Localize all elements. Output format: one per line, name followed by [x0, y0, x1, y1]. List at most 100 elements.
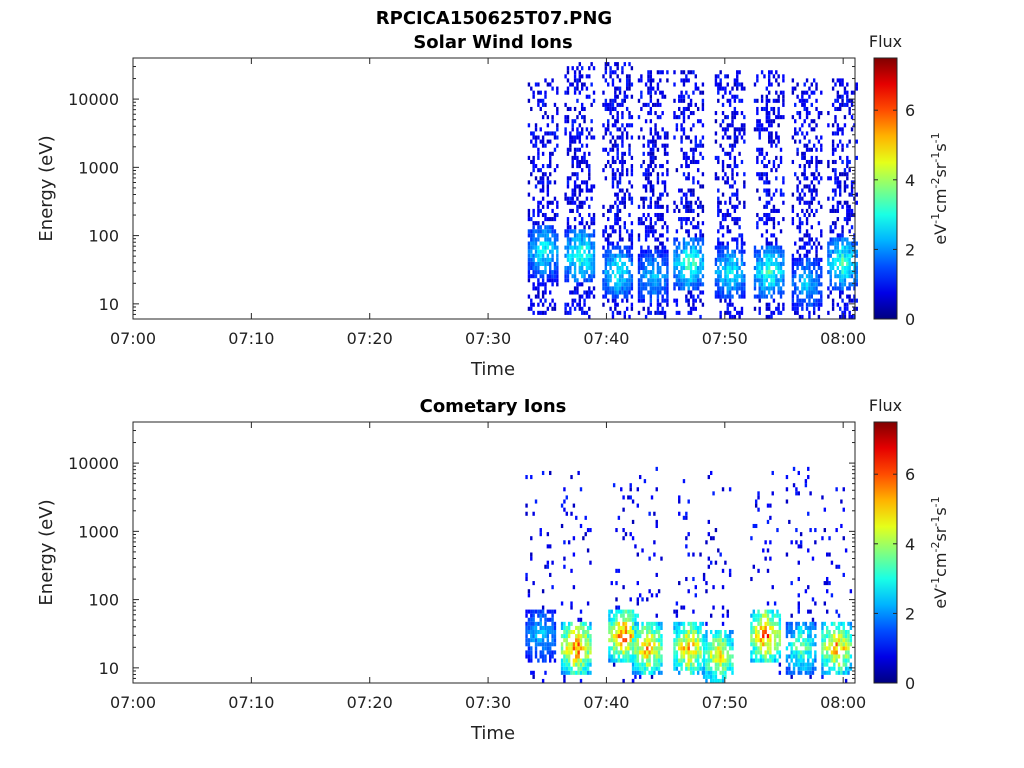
flux-cell	[733, 208, 737, 213]
flux-cell	[580, 306, 584, 311]
flux-cell	[726, 115, 729, 120]
flux-cell	[687, 265, 690, 271]
flux-cell	[615, 617, 618, 622]
flux-cell	[549, 261, 552, 266]
flux-cell	[842, 654, 845, 659]
flux-cell	[843, 90, 847, 95]
flux-cell	[590, 221, 593, 226]
flux-cell	[585, 294, 589, 299]
flux-cell	[541, 176, 545, 181]
flux-cell	[840, 642, 843, 647]
flux-cell	[809, 625, 812, 630]
flux-cell	[682, 650, 686, 655]
flux-cell	[607, 233, 610, 238]
flux-cell	[785, 552, 789, 557]
flux-cell	[578, 229, 582, 234]
flux-cell	[740, 282, 744, 287]
flux-cell	[740, 233, 744, 238]
flux-cell	[641, 662, 644, 667]
flux-cell	[608, 629, 611, 635]
flux-cell	[842, 621, 845, 626]
flux-cell	[702, 576, 706, 582]
flux-cell	[578, 253, 582, 258]
flux-cell	[726, 135, 729, 140]
flux-cell	[801, 155, 804, 160]
flux-cell	[842, 572, 845, 577]
flux-cell	[611, 135, 615, 140]
flux-cell	[571, 119, 574, 124]
flux-cell	[687, 638, 690, 643]
flux-cell	[622, 654, 625, 659]
flux-cell	[752, 650, 755, 655]
flux-cell	[689, 237, 693, 242]
flux-cell	[621, 115, 624, 120]
flux-cell	[657, 654, 661, 659]
flux-cell	[687, 102, 690, 107]
flux-cell	[717, 249, 720, 254]
flux-cell	[537, 613, 540, 618]
flux-cell	[551, 208, 554, 213]
flux-cell	[790, 540, 793, 545]
flux-cell	[834, 286, 837, 291]
flux-cell	[553, 270, 557, 275]
flux-cell	[629, 642, 632, 647]
flux-cell	[808, 314, 811, 319]
flux-cell	[640, 127, 643, 132]
flux-cell	[685, 106, 688, 112]
flux-cell	[810, 147, 813, 152]
flux-cell	[611, 70, 615, 75]
flux-cell	[763, 155, 766, 160]
flux-cell	[575, 662, 578, 667]
flux-cell	[839, 314, 842, 319]
flux-cell	[837, 670, 841, 675]
flux-cell	[776, 613, 779, 618]
x-tick-label: 07:10	[228, 329, 274, 348]
flux-cell	[802, 662, 805, 667]
flux-cell	[692, 188, 695, 193]
flux-cell	[678, 658, 681, 663]
flux-cell	[611, 176, 615, 181]
flux-cell	[850, 188, 854, 193]
flux-cell	[849, 625, 853, 630]
flux-cell	[612, 650, 616, 655]
flux-cell	[714, 638, 718, 643]
flux-cell	[752, 609, 755, 614]
flux-cell	[785, 487, 789, 492]
flux-cell	[614, 94, 617, 99]
flux-cell	[797, 634, 800, 639]
flux-cell	[525, 654, 528, 659]
flux-cell	[840, 646, 843, 651]
flux-cell	[556, 127, 559, 132]
flux-cell	[537, 82, 540, 87]
flux-cell	[625, 278, 629, 283]
flux-cell	[692, 270, 695, 275]
flux-cell	[650, 634, 654, 639]
flux-cell	[839, 155, 842, 160]
flux-cell	[835, 638, 838, 643]
flux-cell	[541, 282, 545, 287]
flux-cell	[573, 139, 577, 144]
flux-cell	[544, 613, 547, 618]
flux-cell	[682, 127, 686, 132]
flux-cell	[647, 229, 650, 234]
flux-cell	[833, 646, 836, 651]
flux-cell	[762, 654, 765, 659]
flux-cell	[571, 82, 574, 87]
flux-cell	[694, 282, 697, 287]
flux-cell	[719, 86, 722, 91]
flux-cell	[750, 650, 753, 655]
flux-cell	[733, 237, 737, 242]
flux-cell	[634, 613, 637, 618]
flux-cell	[525, 475, 528, 480]
flux-cell	[612, 617, 616, 622]
flux-cell	[773, 634, 777, 639]
flux-cell	[652, 274, 655, 279]
flux-cell	[566, 302, 570, 307]
flux-cell	[607, 270, 610, 275]
flux-cell	[650, 629, 654, 635]
flux-cell	[680, 286, 683, 291]
flux-cell	[817, 200, 821, 205]
flux-cell	[769, 654, 772, 659]
flux-cell	[621, 188, 624, 193]
flux-cell	[678, 625, 681, 630]
